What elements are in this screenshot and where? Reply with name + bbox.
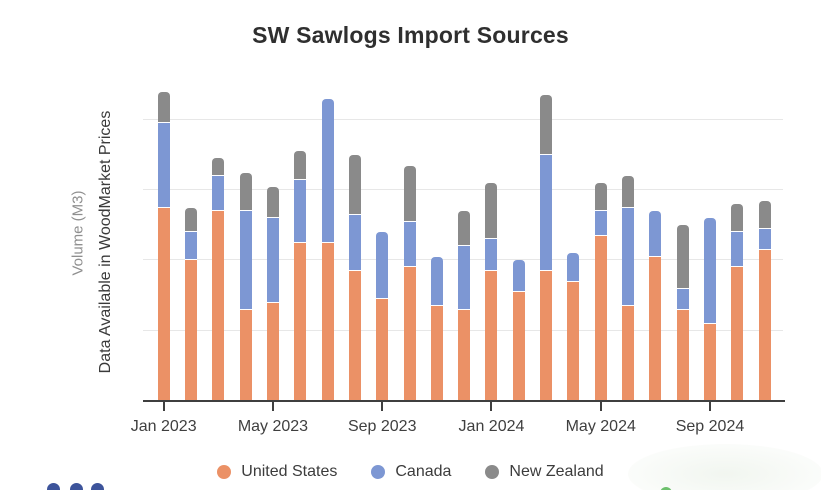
legend-item-united-states: United States [217,463,337,481]
bar-segment-new-zealand [731,204,744,233]
bar-segment-united-states [594,235,607,401]
bar-segment-canada [239,211,252,310]
x-axis-tick-label: Jan 2024 [458,418,525,435]
bar-segment-united-states [321,242,334,401]
bar-segment-canada [758,228,771,250]
legend-label: United States [241,463,338,480]
bar-segment-united-states [731,267,744,401]
bottom-left-logo-dot [70,483,83,490]
bar-segment-new-zealand [485,183,498,240]
bar-segment-united-states [185,260,197,401]
bar-segment-united-states [649,256,662,401]
legend-label: Canada [395,463,452,480]
bar-segment-canada [567,253,580,282]
bar-segment-united-states [157,207,170,401]
bar-segment-united-states [458,309,471,401]
bar-segment-canada [348,214,361,271]
x-axis-tick-label: Sep 2023 [347,418,417,435]
bar-segment-new-zealand [266,186,279,219]
bar-segment-united-states [212,211,225,401]
bar-segment-united-states [430,306,443,401]
x-axis-tick-label: May 2024 [565,418,636,435]
gridline [143,118,783,120]
x-axis-tick [490,402,493,411]
bar-segment-canada [185,232,197,261]
bar-segment-united-states [540,270,553,401]
bar-segment-canada [649,211,662,257]
bar-segment-new-zealand [622,176,635,208]
x-axis-tick [162,402,165,411]
legend: United States Canada New Zealand [0,463,821,481]
gridline [143,189,783,191]
chart-title: SW Sawlogs Import Sources [252,22,569,48]
legend-label: New Zealand [509,463,604,480]
y-axis-label-volume: Volume (M3) [69,190,87,276]
bar-segment-canada [512,260,525,293]
bar-segment-new-zealand [540,95,553,155]
bar-segment-new-zealand [676,225,689,289]
x-axis-tick [709,402,711,411]
y-axis-label-annotation: Data Available in WoodMarket Prices [97,110,114,374]
bar-segment-canada [540,154,553,271]
bar-segment-new-zealand [212,158,225,177]
bar-segment-united-states [294,242,307,401]
x-axis-tick [271,402,274,411]
bar-segment-canada [266,218,279,303]
bar-segment-new-zealand [294,151,307,180]
bar-segment-united-states [348,270,361,401]
bar-segment-canada [594,211,607,236]
x-axis-tick [381,402,384,411]
bar-segment-canada [157,123,170,208]
bar-segment-canada [294,179,307,243]
bar-segment-canada [376,232,389,300]
bar-segment-canada [485,239,498,271]
bar-segment-united-states [485,270,498,401]
bar-segment-united-states [676,309,689,401]
legend-swatch-icon [371,465,386,479]
bar-segment-canada [622,207,635,307]
bar-segment-united-states [376,299,389,401]
legend-item-canada: Canada [371,463,451,481]
bar-segment-new-zealand [403,165,416,222]
x-axis-line [143,400,785,402]
bar-segment-canada [458,246,471,310]
bar-segment-new-zealand [157,91,170,124]
bottom-right-green-dot [660,487,672,490]
bar-segment-united-states [704,323,716,401]
bar-segment-united-states [567,281,580,401]
bar-segment-new-zealand [758,200,771,229]
bar-segment-new-zealand [458,211,471,247]
bar-segment-canada [676,288,689,310]
bar-segment-canada [731,232,744,268]
bar-segment-united-states [266,302,279,401]
x-axis-tick-label: Sep 2024 [675,418,745,435]
bar-segment-united-states [622,306,635,401]
x-axis-tick-label: May 2023 [237,418,309,435]
bar-segment-new-zealand [185,207,197,233]
bar-segment-canada [704,218,716,324]
bar-segment-united-states [239,309,252,401]
x-axis-tick-label: Jan 2023 [130,418,197,435]
bar-segment-canada [430,256,443,307]
bar-segment-united-states [512,292,525,401]
bar-segment-canada [321,98,334,243]
legend-swatch-icon [217,465,232,479]
x-axis-tick [599,402,602,411]
bar-segment-united-states [758,249,771,401]
bar-segment-canada [212,176,225,212]
bar-segment-new-zealand [594,183,607,212]
bar-segment-new-zealand [239,172,252,212]
legend-item-new-zealand: New Zealand [485,463,604,481]
bar-segment-canada [403,221,416,268]
watermark-blob [628,444,821,490]
bottom-left-logo-dot [91,483,104,490]
plot-area [143,85,783,401]
bar-segment-united-states [403,267,416,401]
legend-swatch-icon [485,465,500,479]
bottom-left-logo-dot [47,483,60,490]
bar-segment-new-zealand [348,154,361,215]
